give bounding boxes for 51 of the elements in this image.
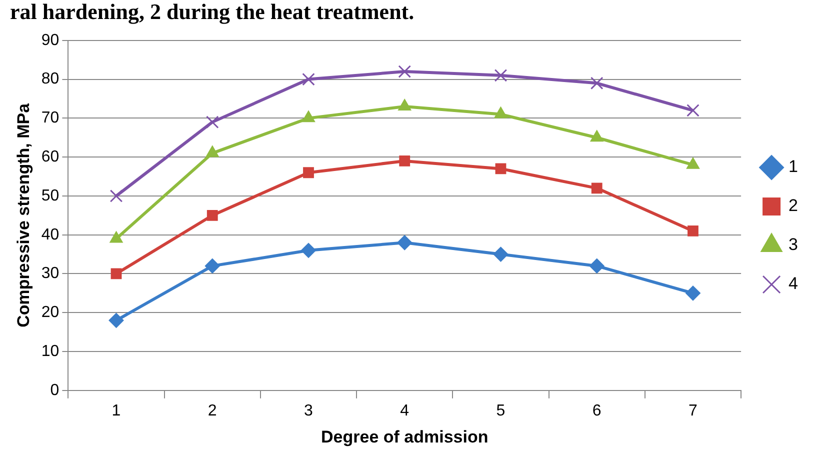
- y-tick-label: 90: [41, 32, 60, 49]
- point: [204, 258, 220, 274]
- point: [110, 268, 122, 280]
- x-tick-label: 2: [208, 402, 217, 420]
- point: [493, 246, 508, 262]
- legend-label: 2: [788, 196, 798, 216]
- point: [302, 72, 315, 86]
- x-tick-label: 7: [688, 402, 698, 420]
- point: [206, 116, 219, 128]
- point: [494, 106, 508, 118]
- x-tick-label: 4: [400, 402, 410, 420]
- x-tick-label: 5: [496, 402, 506, 420]
- point: [108, 312, 124, 328]
- x-axis-title: Degree of admission: [321, 427, 488, 446]
- point: [301, 242, 316, 258]
- point: [398, 65, 412, 78]
- x-tick-label: 1: [112, 402, 121, 420]
- point: [495, 163, 506, 174]
- y-tick-label: 70: [41, 110, 60, 127]
- point: [110, 190, 123, 202]
- y-tick-label: 40: [41, 226, 60, 244]
- point: [686, 104, 700, 117]
- point: [688, 226, 698, 236]
- y-axis-title: Compressive strength, MPa: [14, 102, 33, 328]
- point: [303, 167, 314, 178]
- chart-title: ral hardening, 2 during the heat treatment.: [10, 0, 414, 24]
- point: [206, 146, 219, 158]
- y-tick-label: 60: [41, 148, 60, 166]
- x-tick-label: 6: [592, 402, 602, 420]
- point: [590, 76, 604, 90]
- point: [591, 182, 602, 194]
- point: [685, 286, 700, 301]
- legend-label: 4: [788, 274, 798, 294]
- point: [206, 210, 218, 221]
- point: [398, 99, 412, 111]
- point: [302, 110, 316, 122]
- point: [589, 258, 604, 274]
- y-tick-label: 0: [50, 382, 60, 399]
- point: [494, 68, 508, 82]
- legend-label: 3: [788, 235, 798, 254]
- legend-label: 1: [788, 157, 798, 176]
- y-tick-label: 30: [41, 265, 60, 282]
- y-tick-label: 10: [41, 342, 60, 360]
- point: [399, 156, 410, 166]
- y-tick-label: 50: [41, 187, 60, 204]
- point: [686, 157, 700, 169]
- point: [590, 130, 604, 142]
- point: [397, 235, 412, 250]
- x-tick-label: 3: [304, 402, 314, 420]
- y-tick-label: 20: [41, 304, 60, 322]
- y-tick-label: 80: [41, 70, 60, 88]
